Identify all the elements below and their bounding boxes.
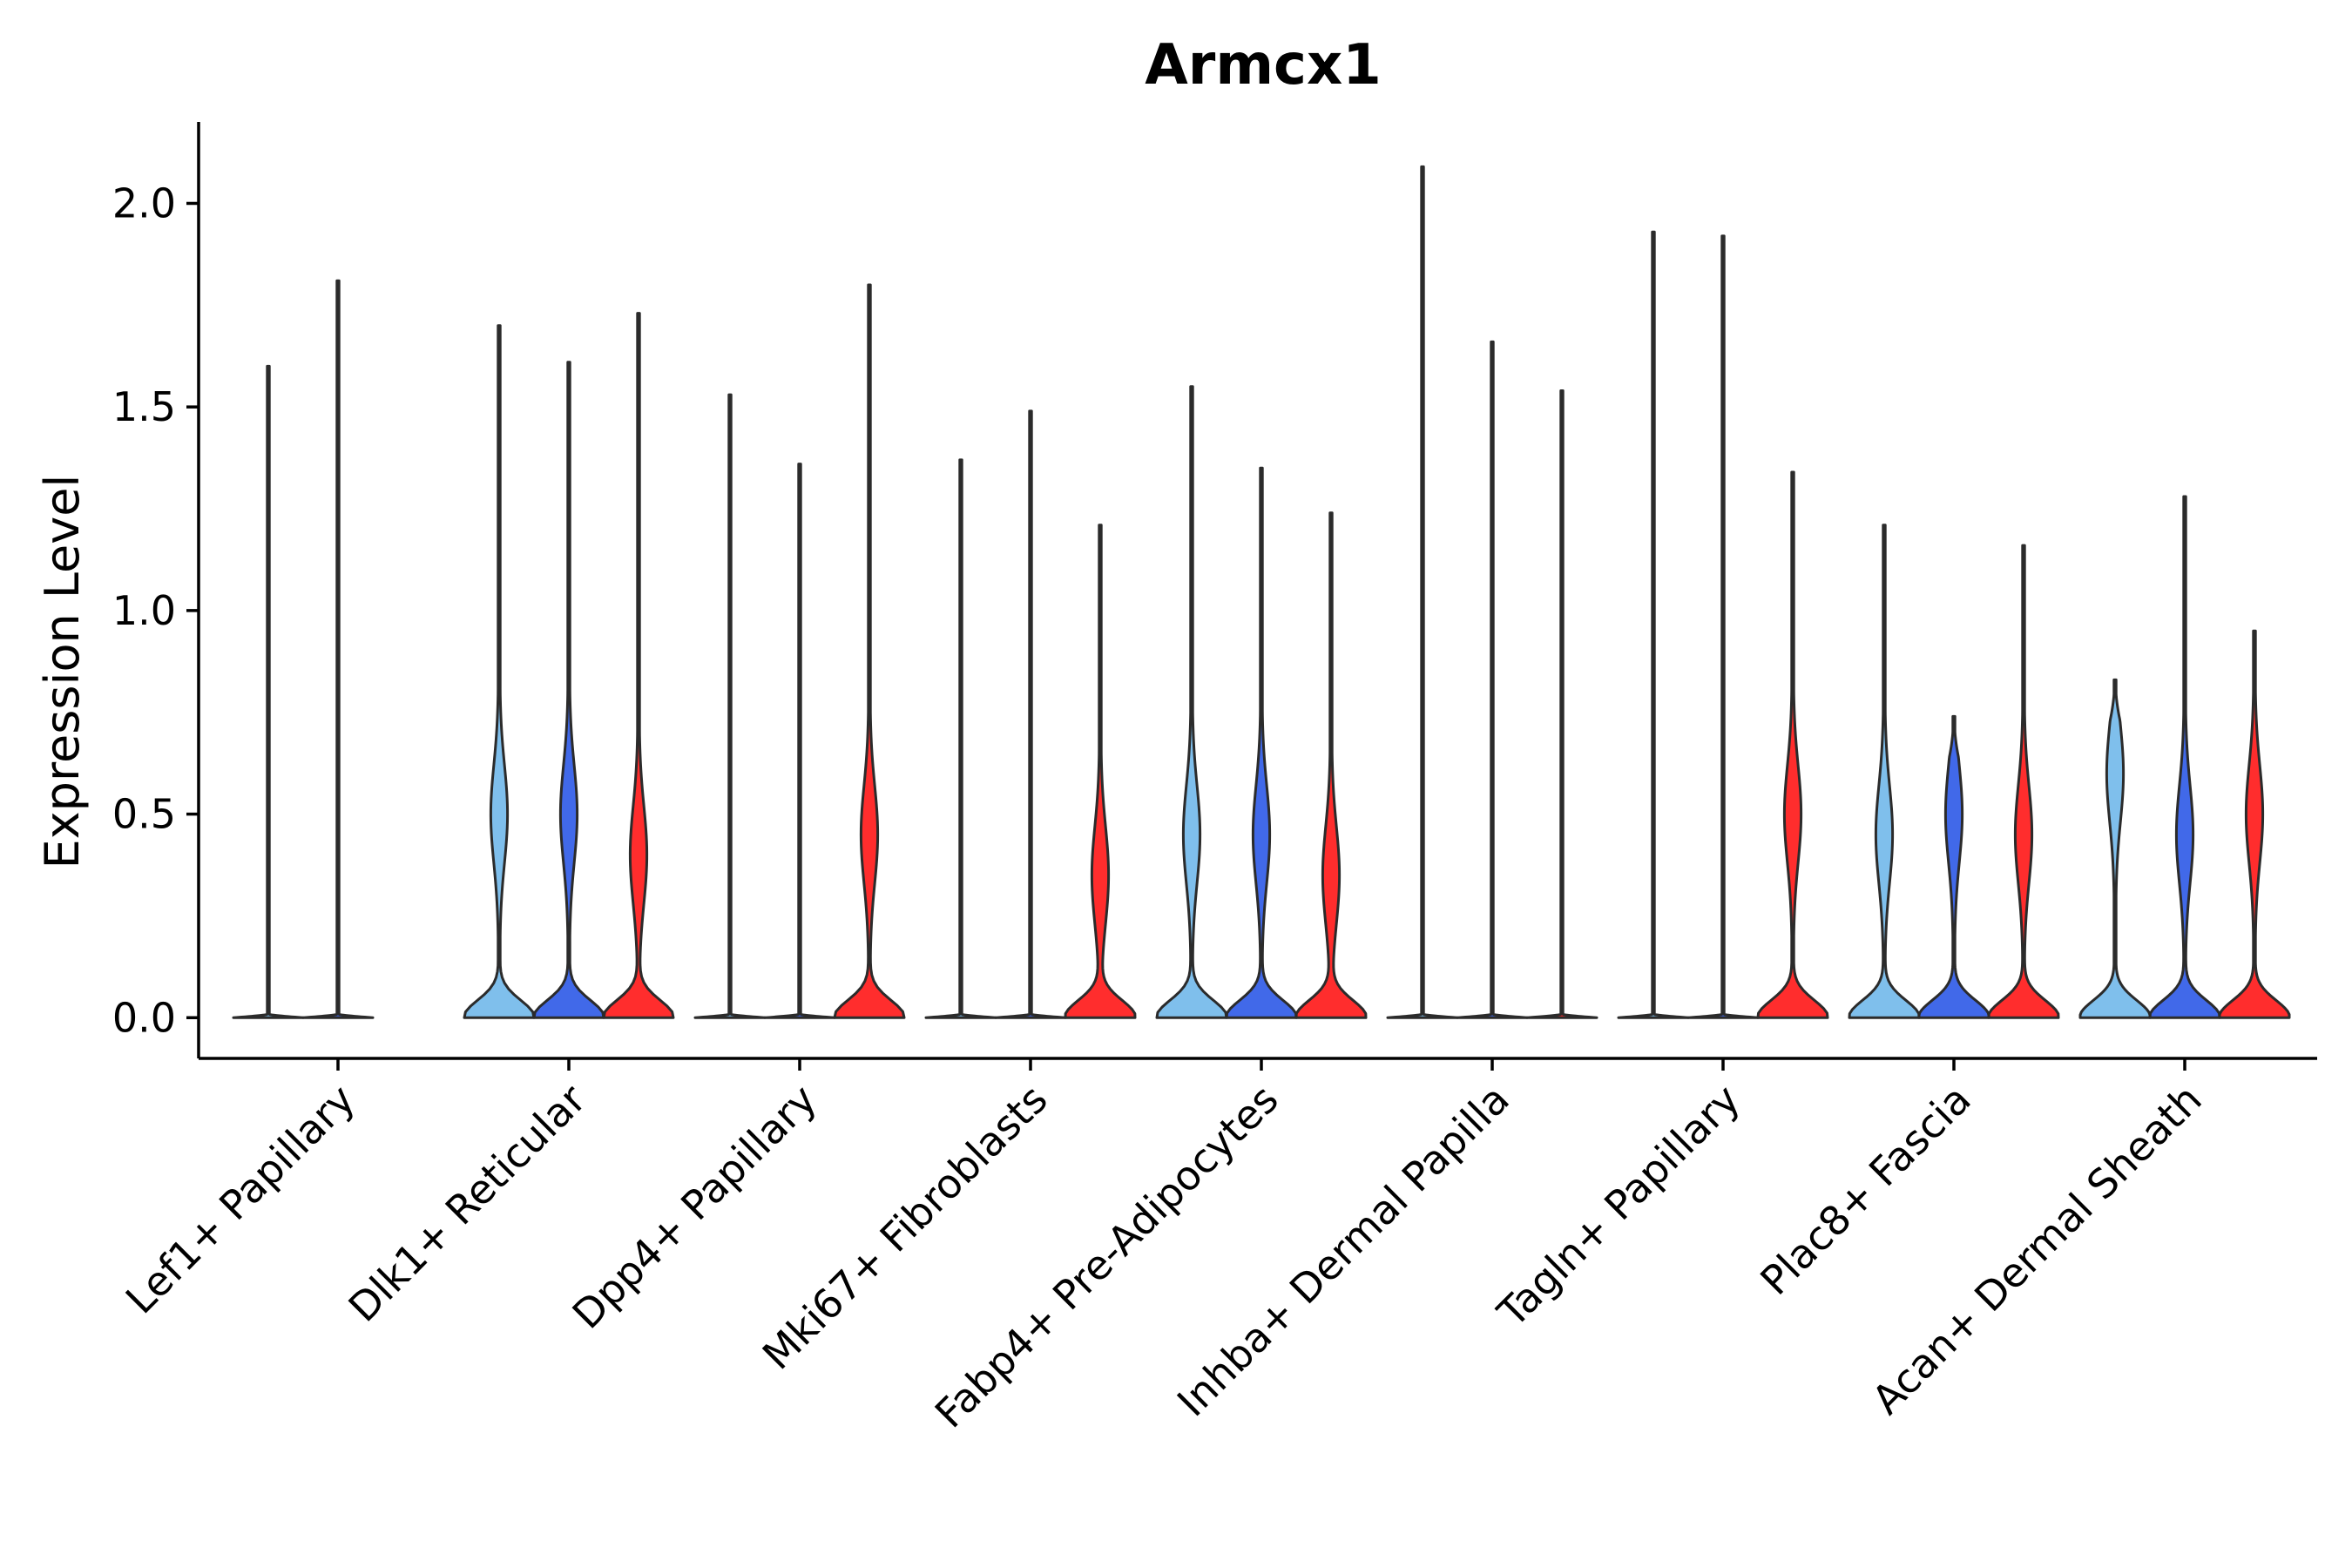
violin [1917, 714, 1990, 1019]
violin [232, 364, 305, 1019]
y-tick-label: 1.5 [112, 383, 176, 430]
y-tick-label: 2.0 [112, 179, 176, 226]
violin [833, 283, 906, 1019]
violin [763, 463, 836, 1019]
violin [1294, 511, 1368, 1019]
violin-group [693, 283, 906, 1019]
violin [924, 458, 997, 1019]
x-tick-label: Tagln+ Papillary [1488, 1076, 1749, 1337]
violin [1386, 165, 1459, 1019]
violin-group [2078, 495, 2291, 1019]
violin [532, 361, 605, 1019]
y-axis-ticks: 0.0 0.5 1.0 1.5 2.0 [112, 179, 199, 1041]
violin [602, 312, 675, 1019]
violin [2148, 495, 2221, 1019]
violin [994, 409, 1067, 1019]
chart-title: Armcx1 [1145, 33, 1382, 98]
violin [1225, 466, 1298, 1019]
y-axis-title: Expression Level [35, 475, 90, 869]
violin [1686, 234, 1760, 1019]
y-tick-label: 0.0 [112, 994, 176, 1041]
violin [2218, 629, 2291, 1019]
x-tick-label: Lef1+ Papillary [117, 1076, 364, 1323]
violin [1064, 524, 1137, 1019]
violin [463, 324, 536, 1019]
violin-plot-area [232, 165, 2291, 1019]
x-tick-label: Dlk1+ Reticular [340, 1076, 595, 1331]
violin [1617, 230, 1690, 1019]
violin-group [1386, 165, 1598, 1019]
y-tick-label: 1.0 [112, 587, 176, 634]
violin [693, 393, 767, 1019]
y-tick-label: 0.5 [112, 791, 176, 838]
violin [1155, 385, 1228, 1019]
violin [2078, 678, 2152, 1019]
violin-group [232, 279, 375, 1019]
violin-group [1155, 385, 1368, 1019]
x-tick-label: Plac8+ Fascia [1751, 1076, 1979, 1304]
violin [1525, 389, 1598, 1019]
x-tick-label: Dpp4+ Papillary [564, 1076, 826, 1338]
violin-group [924, 409, 1137, 1019]
violin-group [1848, 524, 2060, 1019]
violin [1987, 544, 2060, 1019]
violin [1848, 524, 1921, 1019]
violin-group [1617, 230, 1829, 1019]
violin [301, 279, 375, 1019]
violin-group [463, 312, 675, 1019]
violin [1456, 340, 1529, 1019]
violin [1756, 470, 1829, 1019]
